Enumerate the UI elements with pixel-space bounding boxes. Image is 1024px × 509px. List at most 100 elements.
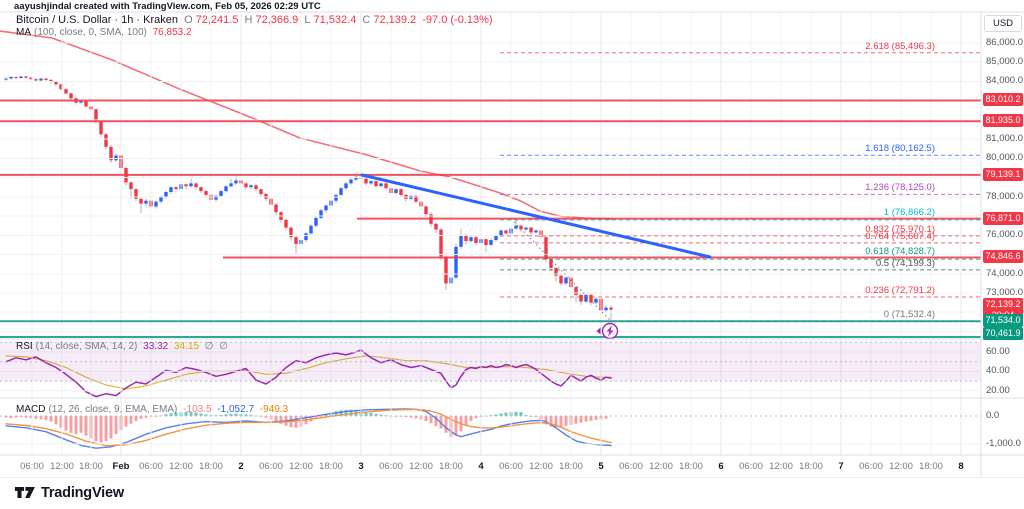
time-axis-label: 5 — [598, 461, 604, 472]
close-label: C — [362, 14, 371, 26]
ma-params: (100, close, 0, SMA, 100) — [34, 27, 147, 38]
time-axis-label: 06:00 — [259, 461, 283, 472]
price-level-badge: 70,461.9 — [983, 327, 1023, 340]
rsi-value: 33.32 — [143, 341, 169, 352]
rsi-axis-label: 40.00 — [986, 365, 1010, 377]
price-level-badge: 71,534.0 — [983, 314, 1023, 328]
low-label: L — [304, 14, 311, 26]
time-axis-label: 12:00 — [649, 461, 673, 472]
fib-level-label: 1.618 (80,162.5) — [865, 143, 935, 155]
time-axis-label: 8 — [958, 461, 964, 472]
time-axis-label: 06:00 — [859, 461, 883, 472]
fib-level-label: 1.236 (78,125.0) — [865, 182, 935, 194]
time-axis-label: 06:00 — [139, 461, 163, 472]
tradingview-logo-icon — [14, 487, 35, 498]
fib-level-label: 0.832 (75,970.1) — [865, 223, 935, 235]
price-level-badge: 76,871.0 — [983, 211, 1023, 225]
price-level-badge: 74,846.6 — [983, 250, 1023, 264]
symbol-legend: Bitcoin / U.S. Dollar · 1h · Kraken O 72,… — [16, 14, 496, 26]
fib-level-label: 0.764 (75,607.4) — [865, 230, 935, 242]
tradingview-logo-text: TradingView — [41, 484, 124, 501]
time-axis-label: 06:00 — [739, 461, 763, 472]
macd-params: (12, 26, close, 9, EMA, EMA) — [48, 404, 178, 415]
price-axis-label: 76,000.0 — [986, 229, 1023, 241]
rsi-upper-band-value: ∅ — [204, 341, 214, 352]
bottom-toolbar: TradingView — [0, 478, 1024, 509]
price-axis-label: 80,000.0 — [986, 152, 1023, 164]
rsi-legend[interactable]: RSI (14, close, SMA, 14, 2) 33.32 34.15 ∅… — [16, 341, 231, 352]
rsi-ma-value: 34.15 — [173, 341, 200, 352]
time-axis-label: 12:00 — [889, 461, 913, 472]
price-axis-label: 86,000.0 — [986, 37, 1023, 48]
open-value: 72,241.5 — [195, 14, 239, 26]
time-axis-label: 18:00 — [919, 461, 943, 472]
rsi-name: RSI — [16, 341, 33, 352]
time-axis-label: 12:00 — [529, 461, 553, 472]
rsi-params: (14, close, SMA, 14, 2) — [35, 341, 138, 352]
macd-axis-label: -1,000.0 — [986, 438, 1021, 449]
close-value: 72,139.2 — [373, 14, 417, 26]
fib-level-label: 0.236 (72,791.2) — [865, 285, 935, 296]
tradingview-logo[interactable]: TradingView — [14, 484, 124, 501]
time-axis-label: 18:00 — [79, 461, 103, 472]
rsi-axis-label: 20.00 — [986, 384, 1010, 396]
price-axis[interactable]: USD 86,000.0 85,000.0 84,000.0 81,000.0 80,0… — [982, 0, 1024, 478]
fib-level-label: 0.5 (74,199.3) — [875, 257, 935, 269]
lightning-marker-icon — [596, 322, 619, 340]
fib-level-label: 2.618 (85,496.3) — [865, 40, 935, 52]
fib-level-label: 1 (76,866.2) — [883, 206, 935, 218]
time-axis-label: 12:00 — [289, 461, 313, 472]
time-axis-label: 18:00 — [439, 461, 463, 472]
macd-legend[interactable]: MACD (12, 26, close, 9, EMA, EMA) -103.5 … — [16, 404, 291, 415]
attribution-text: aayushjindal created with TradingView.co… — [14, 1, 321, 12]
price-level-badge: 83,010.2 — [983, 93, 1023, 107]
price-axis-label: 78,000.0 — [986, 190, 1023, 202]
fib-level-label: 0.618 (74,828.7) — [865, 245, 935, 257]
ma-name: MA — [16, 27, 31, 38]
symbol-title[interactable]: Bitcoin / U.S. Dollar · 1h · Kraken — [16, 14, 179, 26]
open-label: O — [184, 14, 193, 26]
time-axis-label: 12:00 — [169, 461, 193, 472]
low-value: 71,532.4 — [313, 14, 357, 26]
price-axis-label: 85,000.0 — [986, 56, 1023, 68]
time-axis-label: 18:00 — [199, 461, 223, 472]
time-axis-label: 18:00 — [799, 461, 823, 472]
time-axis-label: 7 — [838, 461, 844, 472]
ma-legend[interactable]: MA (100, close, 0, SMA, 100) 76,853.2 — [16, 27, 195, 38]
fib-level-label: 0 (71,532.4) — [883, 309, 935, 321]
price-axis-label: 74,000.0 — [986, 267, 1023, 279]
high-value: 72,366.9 — [255, 14, 299, 26]
time-axis-label: 6 — [718, 461, 724, 472]
time-axis-label: 3 — [358, 461, 364, 472]
time-axis-label: 06:00 — [20, 461, 44, 472]
time-axis-label: 06:00 — [499, 461, 523, 472]
macd-signal-value: -949.3 — [259, 404, 289, 415]
price-level-badge: 79,139.1 — [983, 167, 1023, 181]
price-axis-label: 73,000.0 — [986, 287, 1023, 298]
price-axis-label: 84,000.0 — [986, 75, 1023, 87]
time-axis-label: 4 — [478, 461, 484, 472]
macd-line-value: -1,052.7 — [217, 404, 255, 415]
price-axis-label: 81,000.0 — [986, 133, 1023, 145]
rsi-lower-band-value: ∅ — [219, 341, 229, 352]
time-axis-label: 18:00 — [559, 461, 583, 472]
time-axis-label: 18:00 — [319, 461, 343, 472]
rsi-axis-label: 60.00 — [986, 346, 1010, 357]
high-label: H — [244, 14, 253, 26]
macd-hist-value: -103.5 — [183, 404, 212, 415]
time-axis-label: 12:00 — [50, 461, 74, 472]
time-axis-label: 2 — [238, 461, 244, 472]
time-axis-label: 18:00 — [679, 461, 703, 472]
time-axis-label: 12:00 — [769, 461, 793, 472]
currency-toggle-button[interactable]: USD — [984, 15, 1022, 32]
macd-axis-label: 0.0 — [986, 410, 1000, 421]
time-axis-label: 12:00 — [409, 461, 433, 472]
time-axis-label: 06:00 — [619, 461, 643, 472]
price-level-badge: 81,935.0 — [983, 114, 1023, 128]
time-axis-label: 06:00 — [379, 461, 403, 472]
change-value: -97.0 (-0.13%) — [422, 14, 493, 26]
macd-name: MACD — [16, 404, 46, 415]
ma-value: 76,853.2 — [152, 27, 192, 38]
time-axis-label: Feb — [112, 461, 130, 472]
